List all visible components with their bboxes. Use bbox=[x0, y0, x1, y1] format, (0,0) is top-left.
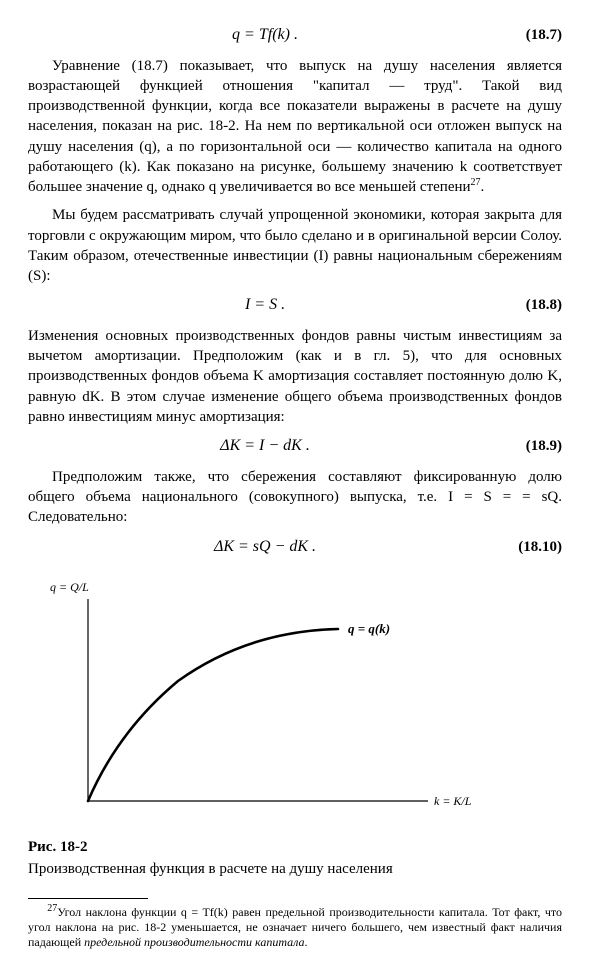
equation-expr: ΔK = sQ − dK . bbox=[28, 536, 502, 558]
svg-text:q = q(k): q = q(k) bbox=[348, 621, 390, 636]
footnote-separator bbox=[28, 898, 148, 899]
body-paragraph: Мы будем рассматривать случай упрощенной… bbox=[28, 205, 562, 286]
body-paragraph: Предположим также, что сбережения состав… bbox=[28, 467, 562, 528]
equation-row: q = Tf(k) . (18.7) bbox=[28, 24, 562, 46]
body-paragraph: Изменения основных производственных фонд… bbox=[28, 326, 562, 427]
equation-row: I = S . (18.8) bbox=[28, 294, 562, 316]
figure-caption: Производственная функция в расчете на ду… bbox=[28, 859, 562, 879]
footnote-tail: . bbox=[305, 935, 308, 949]
equation-row: ΔK = I − dK . (18.9) bbox=[28, 435, 562, 457]
svg-text:q = Q/L: q = Q/L bbox=[50, 580, 89, 594]
figure-18-2: q = Q/L k = K/L q = q(k) Рис. 18-2 Произво… bbox=[28, 571, 562, 880]
equation-expr: I = S . bbox=[28, 294, 502, 316]
equation-expr: ΔK = I − dK . bbox=[28, 435, 502, 457]
equation-number: (18.8) bbox=[502, 295, 562, 315]
footnote: 27Угол наклона функции q = Tf(k) равен п… bbox=[28, 905, 562, 950]
equation-number: (18.7) bbox=[502, 25, 562, 45]
footnote-italic: предельной производительности капитала bbox=[84, 935, 304, 949]
paragraph-text: Предположим также, что сбережения состав… bbox=[28, 469, 562, 526]
paragraph-text: Мы будем рассматривать случай упрощенной… bbox=[28, 207, 562, 284]
equation-number: (18.9) bbox=[502, 436, 562, 456]
footnote-ref: 27 bbox=[471, 177, 481, 188]
paragraph-text: Изменения основных производственных фонд… bbox=[28, 328, 562, 425]
figure-title: Рис. 18-2 bbox=[28, 837, 562, 857]
paragraph-text: Уравнение (18.7) показывает, что выпуск … bbox=[28, 58, 562, 196]
production-function-chart: q = Q/L k = K/L q = q(k) bbox=[28, 571, 488, 831]
equation-row: ΔK = sQ − dK . (18.10) bbox=[28, 536, 562, 558]
svg-text:k = K/L: k = K/L bbox=[434, 794, 472, 808]
paragraph-tail: . bbox=[481, 179, 485, 195]
body-paragraph: Уравнение (18.7) показывает, что выпуск … bbox=[28, 56, 562, 198]
footnote-number: 27 bbox=[47, 903, 57, 914]
equation-number: (18.10) bbox=[502, 537, 562, 557]
equation-expr: q = Tf(k) . bbox=[28, 24, 502, 46]
